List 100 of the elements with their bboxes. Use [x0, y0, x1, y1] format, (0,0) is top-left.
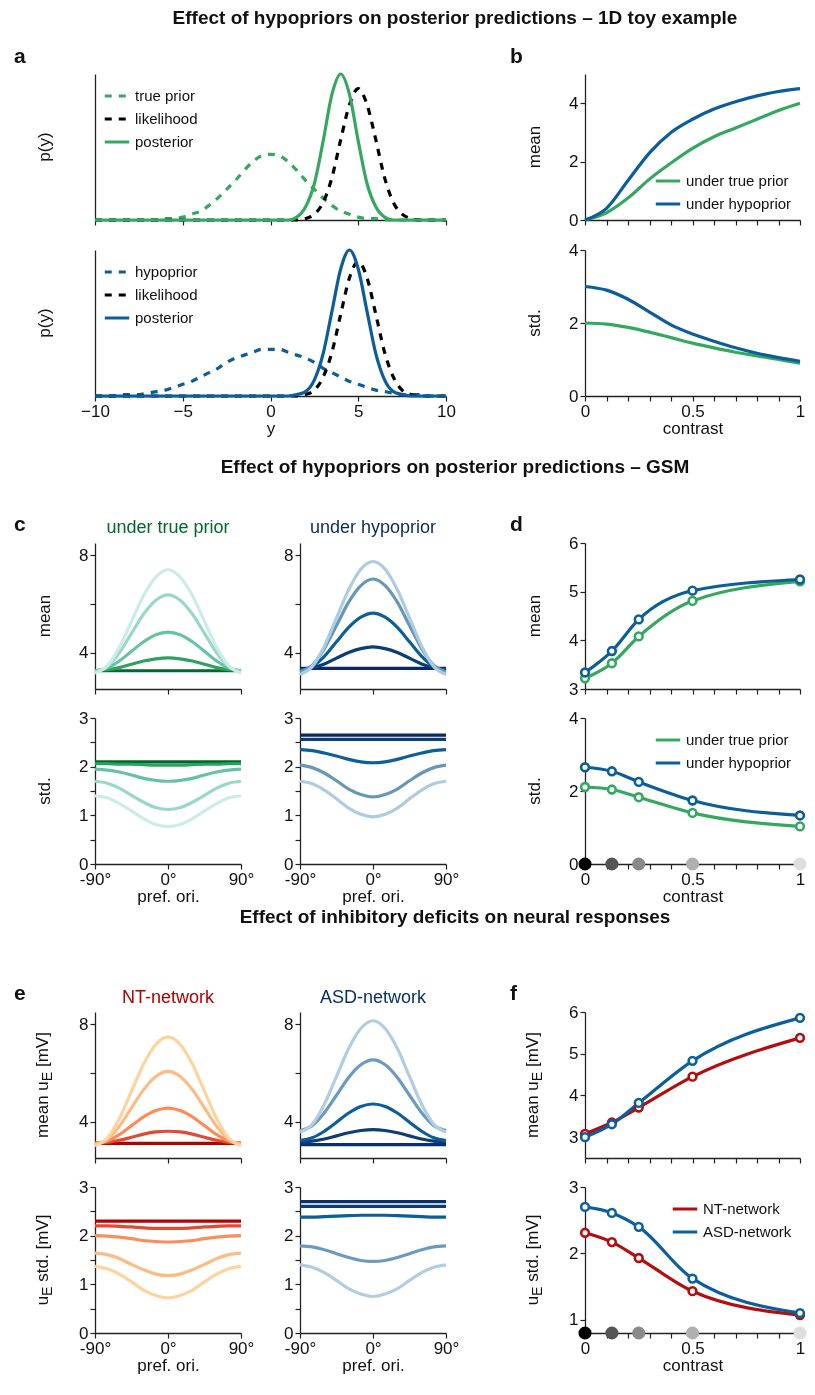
- legend-label: ASD-network: [703, 1223, 792, 1240]
- chart-subtitle: ASD-network: [319, 987, 427, 1008]
- x-axis-title: pref. ori.: [342, 886, 405, 906]
- x-tick-label: 10: [437, 401, 456, 421]
- y-tick-label: 2: [79, 757, 89, 777]
- x-tick-label: 1: [795, 869, 806, 889]
- y-tick-label: 4: [569, 1085, 579, 1105]
- x-tick-label: 90°: [228, 869, 255, 889]
- y-axis-title: p(y): [35, 132, 55, 162]
- x-tick-label: 0°: [365, 869, 382, 889]
- y-tick-label: 1: [284, 1274, 294, 1294]
- y-tick-label: 4: [569, 93, 579, 113]
- chart-subtitle: NT-network: [121, 987, 215, 1008]
- y-tick-label: 0: [569, 210, 579, 230]
- y-tick-label: 8: [284, 545, 294, 565]
- x-axis-title: pref. ori.: [137, 1355, 200, 1375]
- text: Effect of hypopriors on posterior predictions – GSM: [219, 456, 691, 478]
- legend-label: likelihood: [135, 110, 198, 127]
- y-tick-label: 1: [79, 805, 89, 825]
- text: d: [510, 512, 523, 536]
- x-axis-title: contrast: [662, 1355, 724, 1375]
- legend-label: true prior: [135, 87, 196, 104]
- x-tick-label: 1: [795, 1338, 806, 1358]
- legend-label: NT-network: [703, 1200, 781, 1217]
- y-tick-label: 4: [569, 630, 579, 650]
- y-tick-label: 2: [569, 152, 579, 172]
- x-axis-title: contrast: [662, 886, 724, 906]
- y-axis-title: mean: [35, 594, 55, 638]
- x-tick-label: 1: [795, 401, 806, 421]
- x-tick-label: 90°: [228, 1338, 255, 1358]
- x-tick-label: −5: [173, 401, 193, 421]
- y-tick-label: 2: [569, 313, 579, 333]
- y-tick-label: 6: [569, 533, 579, 553]
- x-tick-label: 0°: [365, 1338, 382, 1358]
- y-tick-label: 8: [284, 1014, 294, 1034]
- x-axis-title: pref. ori.: [342, 1355, 405, 1375]
- y-tick-label: 4: [284, 643, 294, 662]
- y-tick-label: 3: [79, 708, 89, 728]
- text: f: [510, 981, 517, 1005]
- chart-title: Effect of hypopriors on posterior predictions – 1D toy example: [171, 7, 739, 29]
- x-axis-title: pref. ori.: [137, 886, 200, 906]
- legend-label: likelihood: [135, 286, 198, 303]
- y-tick-label: 2: [79, 1226, 89, 1246]
- x-tick-label: 0.5: [681, 869, 705, 889]
- x-axis-title: contrast: [662, 418, 724, 438]
- legend-label: under hypoprior: [686, 195, 792, 212]
- legend-label: posterior: [135, 309, 194, 326]
- y-tick-label: 3: [79, 1177, 89, 1197]
- y-tick-label: 0: [569, 386, 579, 406]
- chart-subtitle: under true prior: [105, 517, 231, 538]
- text: Effect of inhibitory deficits on neural responses: [238, 906, 672, 928]
- y-axis-title: mean: [525, 594, 545, 638]
- legend-label: under hypoprior: [686, 754, 792, 771]
- x-tick-label: 0°: [160, 1338, 177, 1358]
- x-tick-label: 90°: [433, 869, 460, 889]
- y-tick-label: 2: [284, 757, 294, 777]
- y-tick-label: 3: [569, 679, 579, 699]
- y-tick-label: 8: [79, 1014, 89, 1034]
- legend-label: under true prior: [686, 731, 789, 748]
- x-tick-label: 90°: [433, 1338, 460, 1358]
- x-tick-label: −10: [81, 401, 110, 421]
- x-tick-label: 0°: [160, 869, 177, 889]
- y-tick-label: 5: [569, 582, 579, 602]
- y-tick-label: 5: [569, 1044, 579, 1064]
- y-axis-title: std.: [525, 309, 545, 337]
- text: e: [14, 981, 26, 1005]
- y-axis-title: p(y): [35, 308, 55, 338]
- y-tick-label: 1: [79, 1274, 89, 1294]
- x-tick-label: 0.5: [681, 401, 705, 421]
- x-tick-label: 0.5: [681, 1338, 705, 1358]
- chart-subtitle: under hypoprior: [308, 517, 438, 538]
- y-tick-label: 4: [569, 240, 579, 260]
- y-tick-label: 4: [569, 708, 579, 728]
- y-axis-title: std.: [35, 777, 55, 805]
- y-tick-label: 3: [284, 708, 294, 728]
- x-tick-label: 5: [354, 401, 364, 421]
- y-tick-label: 8: [79, 545, 89, 565]
- y-tick-label: 1: [284, 805, 294, 825]
- text: c: [14, 512, 26, 536]
- y-axis-title: mean: [525, 125, 545, 169]
- legend-label: posterior: [135, 133, 194, 150]
- y-tick-label: 3: [569, 1127, 579, 1147]
- legend-label: hypoprior: [135, 263, 198, 280]
- y-tick-label: 2: [569, 781, 579, 801]
- y-tick-label: 4: [284, 1112, 294, 1131]
- y-tick-label: 2: [284, 1226, 294, 1246]
- y-tick-label: 4: [79, 643, 89, 662]
- y-tick-label: 4: [79, 1112, 89, 1131]
- legend-label: under true prior: [686, 172, 789, 189]
- y-tick-label: 0: [569, 854, 579, 874]
- y-tick-label: 1: [569, 1310, 579, 1330]
- y-tick-label: 3: [284, 1177, 294, 1197]
- x-tick-label: 0: [266, 401, 276, 421]
- text: b: [510, 44, 523, 68]
- y-tick-label: 3: [569, 1177, 579, 1197]
- y-axis-title: std.: [525, 777, 545, 805]
- y-tick-label: 2: [569, 1243, 579, 1263]
- y-tick-label: 6: [569, 1002, 579, 1022]
- text: a: [14, 44, 26, 68]
- x-axis-title: y: [266, 418, 276, 438]
